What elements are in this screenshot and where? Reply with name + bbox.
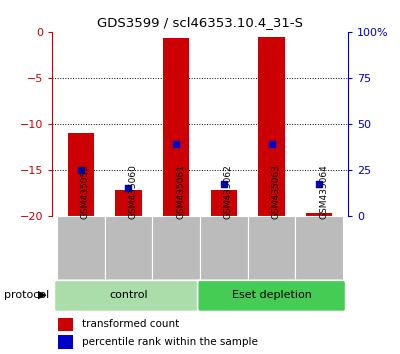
Text: GSM435060: GSM435060: [128, 164, 137, 219]
FancyBboxPatch shape: [198, 280, 346, 312]
Title: GDS3599 / scl46353.10.4_31-S: GDS3599 / scl46353.10.4_31-S: [97, 16, 303, 29]
Bar: [296, 216, 343, 280]
Point: [221, 181, 227, 187]
Text: control: control: [109, 290, 148, 300]
Text: GSM435062: GSM435062: [224, 164, 233, 219]
Bar: [115, 190, 142, 216]
Bar: [248, 216, 296, 280]
Bar: [104, 216, 152, 280]
Point: [268, 141, 275, 147]
Bar: [57, 216, 104, 280]
Bar: [306, 213, 332, 216]
Text: percentile rank within the sample: percentile rank within the sample: [82, 337, 258, 347]
FancyBboxPatch shape: [54, 280, 202, 312]
Bar: [200, 216, 248, 280]
Text: protocol: protocol: [4, 290, 49, 300]
Bar: [163, 38, 189, 216]
Text: transformed count: transformed count: [82, 319, 179, 329]
Text: ▶: ▶: [38, 290, 46, 300]
Bar: [258, 38, 285, 216]
Text: Eset depletion: Eset depletion: [232, 290, 312, 300]
Point: [173, 141, 179, 147]
Point: [78, 167, 84, 173]
Bar: [58, 335, 73, 349]
Text: GSM435059: GSM435059: [81, 164, 90, 219]
Bar: [68, 133, 94, 216]
Text: GSM435064: GSM435064: [319, 164, 328, 219]
Text: GSM435063: GSM435063: [272, 164, 281, 219]
Point: [316, 181, 322, 187]
Bar: [152, 216, 200, 280]
Point: [125, 185, 132, 191]
Bar: [211, 190, 237, 216]
Bar: [58, 318, 73, 331]
Text: GSM435061: GSM435061: [176, 164, 185, 219]
